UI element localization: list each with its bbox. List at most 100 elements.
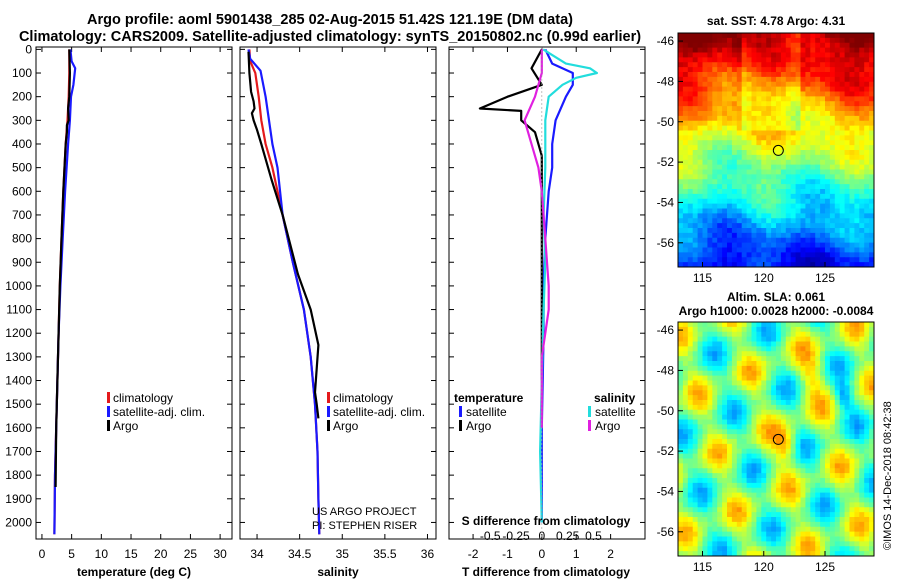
map-cell xyxy=(790,531,796,537)
map-cell xyxy=(707,91,713,97)
map-cell xyxy=(736,419,743,425)
map-cell xyxy=(790,203,796,209)
map-cell xyxy=(820,395,826,401)
map-cell xyxy=(800,453,806,459)
map-cell xyxy=(731,487,738,494)
s-legend-argo-swatch xyxy=(327,420,330,431)
map-cell xyxy=(756,375,762,381)
map-cell xyxy=(800,468,806,474)
map-cell xyxy=(839,375,845,381)
map-cell xyxy=(707,346,713,352)
map-cell xyxy=(682,487,689,494)
map-cell xyxy=(766,52,772,58)
map-cell xyxy=(702,47,708,53)
map-cell xyxy=(697,453,703,459)
map-cell xyxy=(810,365,816,372)
depth-tick-label: 200 xyxy=(12,90,32,104)
map-cell xyxy=(825,198,831,205)
map-cell xyxy=(731,62,738,68)
map-cell xyxy=(839,72,845,78)
map-cell xyxy=(790,336,796,342)
map-cell xyxy=(736,365,743,372)
map-cell xyxy=(771,370,777,377)
map-cell xyxy=(859,184,865,190)
map-cell xyxy=(756,541,762,547)
map-cell xyxy=(771,33,777,39)
map-cell xyxy=(776,67,782,73)
map-cell xyxy=(702,223,708,229)
map-cell xyxy=(844,57,850,63)
map-cell xyxy=(785,536,792,542)
map-cell xyxy=(682,150,689,156)
map-cell xyxy=(736,512,743,518)
map-cell xyxy=(790,346,796,352)
map-cell xyxy=(829,341,836,347)
map-cell xyxy=(707,370,713,377)
map-cell xyxy=(687,91,694,97)
map-cell xyxy=(859,67,865,73)
map-cell xyxy=(844,414,850,420)
map-cell xyxy=(678,145,684,151)
map-cell xyxy=(731,42,738,49)
map-cell xyxy=(727,400,733,406)
map-cell xyxy=(727,159,733,166)
map-cell xyxy=(702,179,708,185)
map-cell xyxy=(864,189,870,195)
x-tick-label: 1 xyxy=(573,547,580,561)
map-cell xyxy=(864,429,870,435)
map-cell xyxy=(687,463,694,469)
salinity-legend: climatology satellite-adj. clim. Argo xyxy=(327,391,425,433)
map-cell xyxy=(780,526,787,533)
map-cell xyxy=(736,546,743,552)
map-cell xyxy=(849,361,855,367)
map-cell xyxy=(800,424,806,430)
map-cell xyxy=(682,346,689,352)
map-cell xyxy=(756,76,762,83)
map-cell xyxy=(800,125,806,131)
map-cell xyxy=(741,365,747,372)
map-cell xyxy=(741,439,747,445)
map-cell xyxy=(741,419,747,425)
map-cell xyxy=(859,322,865,328)
difference-panel: -2 -1 0 1 2 -0.5 -0.25 0 0.25 0.5 T difference f… xyxy=(448,46,646,579)
map-cell xyxy=(780,223,787,229)
map-cell xyxy=(800,434,806,440)
map-cell xyxy=(697,174,703,180)
map-cell xyxy=(682,424,689,430)
map-cell xyxy=(800,262,806,267)
map-cell xyxy=(829,198,836,205)
map-cell xyxy=(805,409,811,416)
map-cell xyxy=(746,551,752,556)
map-cell xyxy=(839,531,845,537)
map-cell xyxy=(810,37,816,44)
map-cell xyxy=(805,375,811,381)
map-cell xyxy=(844,150,850,156)
map-cell xyxy=(785,512,792,518)
map-cell xyxy=(766,409,772,416)
map-cell xyxy=(815,404,821,411)
map-cell xyxy=(864,76,870,83)
map-cell xyxy=(869,458,874,464)
map-cell xyxy=(707,497,713,503)
map-cell xyxy=(717,257,723,263)
map-cell xyxy=(736,96,743,102)
map-cell xyxy=(687,497,694,503)
map-cell xyxy=(692,140,698,146)
map-cell xyxy=(790,419,796,425)
map-cell xyxy=(766,336,772,342)
map-cell xyxy=(869,370,874,377)
map-cell xyxy=(849,546,855,552)
map-cell xyxy=(785,237,792,244)
map-cell xyxy=(722,111,728,117)
map-cell xyxy=(800,169,806,175)
map-cell xyxy=(771,57,777,63)
map-cell xyxy=(849,242,855,248)
map-cell xyxy=(864,169,870,175)
map-cell xyxy=(790,257,796,263)
map-cell xyxy=(741,184,747,190)
map-cell xyxy=(731,247,738,253)
map-cell xyxy=(834,242,841,248)
map-cell xyxy=(859,62,865,68)
sst-profile-marker xyxy=(772,144,784,156)
map-cell xyxy=(678,189,684,195)
